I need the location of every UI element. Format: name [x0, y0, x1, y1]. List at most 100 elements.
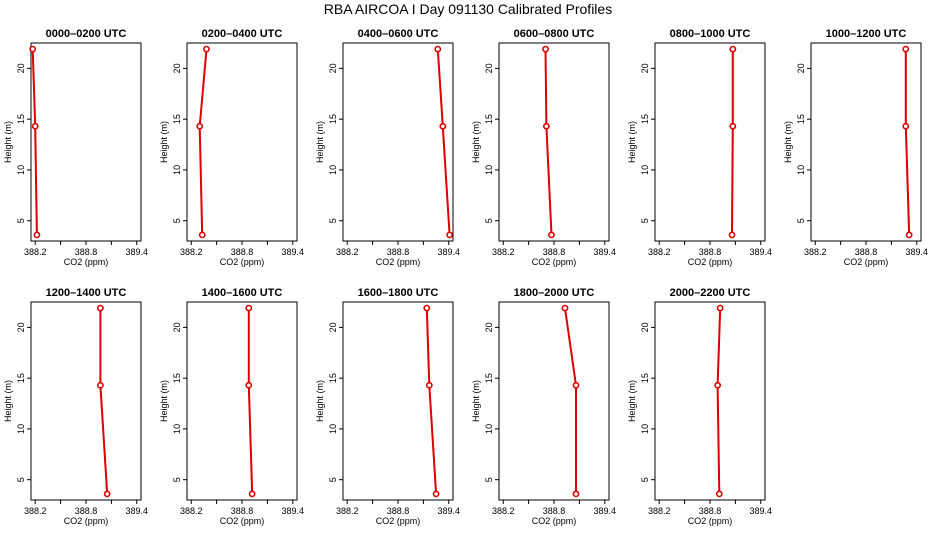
x-tick-label: 388.2	[648, 247, 671, 257]
x-tick-label: 388.2	[804, 247, 827, 257]
profile-line	[904, 49, 911, 235]
x-tick-label: 388.8	[75, 506, 98, 516]
y-tick-label: 15	[484, 373, 494, 383]
x-axis-label: CO2 (ppm)	[64, 257, 109, 267]
y-tick-label: 20	[16, 63, 26, 73]
x-tick-label: 388.2	[336, 247, 359, 257]
panel-title: 0600–0800 UTC	[514, 28, 595, 40]
plot-frame	[498, 42, 610, 242]
y-tick-label: 10	[640, 165, 650, 175]
y-tick-label: 10	[16, 424, 26, 434]
y-tick-label: 15	[172, 373, 182, 383]
profile-line	[425, 308, 438, 494]
x-tick-label: 388.2	[24, 506, 47, 516]
y-tick-label: 20	[172, 322, 182, 332]
panel-title: 1400–1600 UTC	[202, 287, 283, 299]
x-tick-label: 388.8	[75, 247, 98, 257]
y-tick-label: 15	[16, 114, 26, 124]
y-tick-label: 20	[328, 322, 338, 332]
profile-panel: 1000–1200 UTC 388.2 388.8 389.4 5 10 15 20 CO2 (…	[783, 28, 928, 267]
y-tick-label: 5	[328, 218, 338, 223]
profile-point	[103, 490, 111, 498]
y-tick-label: 5	[484, 477, 494, 482]
profile-point	[196, 122, 204, 130]
profile-point	[902, 122, 910, 130]
y-tick-label: 10	[640, 424, 650, 434]
y-tick-label: 5	[640, 218, 650, 223]
profile-point	[248, 490, 256, 498]
y-tick-label: 20	[484, 322, 494, 332]
x-tick-label: 389.4	[594, 506, 617, 516]
profile-point	[715, 490, 723, 498]
profile-point	[96, 304, 104, 312]
profile-panel: 0600–0800 UTC 388.2 388.8 389.4 5 10 15 20 CO2 (…	[471, 28, 616, 267]
figure-title: RBA AIRCOA I Day 091130 Calibrated Profi…	[324, 1, 612, 17]
profile-panel: 0400–0600 UTC 388.2 388.8 389.4 5 10 15 20 CO2 (…	[315, 28, 460, 267]
profile-point	[425, 381, 433, 389]
x-axis-label: CO2 (ppm)	[376, 257, 421, 267]
profile-point	[245, 304, 253, 312]
profile-point	[542, 122, 550, 130]
x-tick-label: 389.4	[594, 247, 617, 257]
x-axis-label: CO2 (ppm)	[688, 516, 733, 526]
y-tick-label: 15	[172, 114, 182, 124]
profile-panel: 1800–2000 UTC 388.2 388.8 389.4 5 10 15 20 CO2 (…	[471, 287, 616, 526]
y-tick-label: 5	[16, 218, 26, 223]
profile-point	[203, 45, 210, 53]
x-tick-label: 388.2	[24, 247, 47, 257]
profile-line	[731, 49, 734, 235]
plot-frame	[186, 301, 298, 501]
profile-point	[198, 231, 206, 239]
y-axis-label: Height (m)	[627, 121, 637, 163]
y-axis-label: Height (m)	[315, 121, 325, 163]
profile-point	[245, 381, 253, 389]
profile-point	[29, 45, 37, 53]
plot-frame	[654, 42, 766, 242]
plot-frame	[30, 301, 142, 501]
x-tick-label: 388.8	[387, 506, 410, 516]
y-tick-label: 10	[328, 424, 338, 434]
profile-point	[716, 304, 724, 312]
profile-point	[446, 231, 454, 239]
profile-point	[572, 490, 580, 498]
y-tick-label: 5	[172, 218, 182, 223]
y-axis-label: Height (m)	[159, 380, 169, 422]
panel-title: 0000–0200 UTC	[46, 28, 127, 40]
x-axis-label: CO2 (ppm)	[376, 516, 421, 526]
y-tick-label: 5	[16, 477, 26, 482]
x-tick-label: 388.8	[699, 506, 722, 516]
x-tick-label: 389.4	[438, 506, 461, 516]
panel-title: 0400–0600 UTC	[358, 28, 439, 40]
profile-panel: 2000–2200 UTC 388.2 388.8 389.4 5 10 15 20 CO2 (…	[627, 287, 772, 526]
panel-title: 1800–2000 UTC	[514, 287, 595, 299]
x-tick-label: 389.4	[282, 506, 305, 516]
y-tick-label: 10	[328, 165, 338, 175]
y-tick-label: 15	[328, 373, 338, 383]
x-tick-label: 388.8	[231, 247, 254, 257]
plot-frame	[498, 301, 610, 501]
x-tick-label: 388.8	[543, 247, 566, 257]
profile-point	[905, 231, 913, 239]
x-axis-label: CO2 (ppm)	[532, 257, 577, 267]
profile-panel: 1400–1600 UTC 388.2 388.8 389.4 5 10 15 20 CO2 (…	[159, 287, 304, 526]
profile-point	[548, 231, 555, 239]
y-tick-label: 20	[328, 63, 338, 73]
y-tick-label: 20	[640, 63, 650, 73]
profile-panel: 1200–1400 UTC 388.2 388.8 389.4 5 10 15 20 CO2 (…	[3, 287, 148, 526]
profile-point	[902, 45, 910, 53]
profile-point	[561, 304, 569, 312]
y-tick-label: 10	[172, 424, 182, 434]
x-tick-label: 388.2	[648, 506, 671, 516]
x-tick-label: 388.2	[336, 506, 359, 516]
y-tick-label: 20	[796, 63, 806, 73]
y-axis-label: Height (m)	[159, 121, 169, 163]
y-tick-label: 10	[484, 165, 494, 175]
plot-frame	[30, 42, 142, 242]
panel-title: 1600–1800 UTC	[358, 287, 439, 299]
x-tick-label: 389.4	[438, 247, 461, 257]
plot-frame	[342, 301, 454, 501]
y-tick-label: 15	[640, 373, 650, 383]
y-axis-label: Height (m)	[783, 121, 793, 163]
x-tick-label: 389.4	[126, 247, 149, 257]
